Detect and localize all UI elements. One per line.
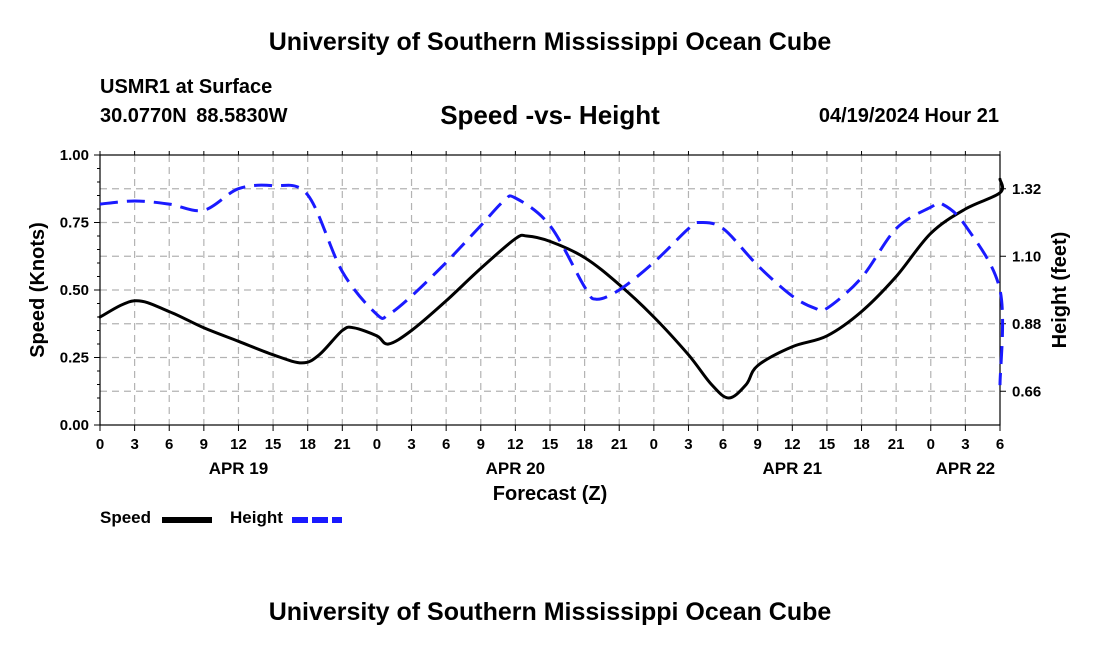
y-tick-label-right: 1.10 bbox=[1012, 248, 1041, 265]
page-title: University of Southern Mississippi Ocean… bbox=[268, 28, 832, 56]
x-tick-label: 6 bbox=[442, 436, 450, 453]
x-tick-label: 9 bbox=[477, 436, 485, 453]
grid-lines bbox=[100, 155, 1000, 425]
y-tick-label-left: 0.25 bbox=[60, 350, 89, 367]
date-label: APR 20 bbox=[486, 459, 546, 478]
x-tick-label: 15 bbox=[265, 436, 282, 453]
y-tick-label-left: 1.00 bbox=[60, 147, 89, 164]
x-tick-label: 12 bbox=[784, 436, 801, 453]
x-tick-label: 21 bbox=[611, 436, 628, 453]
x-tick-label: 21 bbox=[888, 436, 905, 453]
x-tick-label: 21 bbox=[334, 436, 351, 453]
x-tick-label: 0 bbox=[96, 436, 104, 453]
date-label: APR 21 bbox=[763, 459, 823, 478]
y-tick-label-right: 1.32 bbox=[1012, 181, 1041, 198]
axes: 0 3 6 9 12 15 18 21 0 3 6 9 12 15 18 21 0 3 6 9 12 15 18 21 0 3 6A… bbox=[60, 147, 1041, 478]
x-tick-label: 12 bbox=[230, 436, 247, 453]
x-tick-label: 3 bbox=[130, 436, 138, 453]
series-line-height bbox=[99, 183, 1005, 386]
chart-title: Speed -vs- Height bbox=[440, 100, 660, 130]
x-tick-label: 18 bbox=[853, 436, 870, 453]
series-line-speed bbox=[98, 177, 1005, 400]
legend-height-label: Height bbox=[230, 508, 283, 527]
station-coordinates: 30.0770N 88.5830W bbox=[100, 105, 288, 127]
x-tick-label: 12 bbox=[507, 436, 524, 453]
x-tick-label: 18 bbox=[576, 436, 593, 453]
legend-speed-label: Speed bbox=[100, 508, 152, 527]
x-tick-label: 0 bbox=[373, 436, 381, 453]
x-tick-label: 18 bbox=[299, 436, 316, 453]
date-label: APR 22 bbox=[936, 459, 996, 478]
station-label: USMR1 at Surface bbox=[100, 76, 273, 98]
series-layer bbox=[98, 177, 1005, 400]
x-tick-label: 15 bbox=[819, 436, 836, 453]
x-tick-label: 0 bbox=[650, 436, 658, 453]
legend-height-swatch bbox=[292, 517, 342, 523]
y-tick-label-right: 0.66 bbox=[1012, 383, 1041, 400]
x-tick-label: 3 bbox=[961, 436, 969, 453]
x-tick-label: 3 bbox=[684, 436, 692, 453]
y-axis-label-right: Height (feet) bbox=[1049, 232, 1071, 349]
y-tick-label-left: 0.00 bbox=[60, 417, 89, 434]
x-tick-label: 15 bbox=[542, 436, 559, 453]
legend-speed-swatch bbox=[162, 517, 212, 523]
x-tick-label: 6 bbox=[996, 436, 1004, 453]
y-tick-label-left: 0.50 bbox=[60, 282, 89, 299]
y-axis-label-left: Speed (Knots) bbox=[27, 222, 49, 358]
x-tick-label: 6 bbox=[719, 436, 727, 453]
y-tick-label-left: 0.75 bbox=[60, 215, 89, 232]
x-axis-label: Forecast (Z) bbox=[493, 483, 607, 505]
date-label: APR 19 bbox=[209, 459, 269, 478]
x-tick-label: 0 bbox=[927, 436, 935, 453]
x-tick-label: 3 bbox=[407, 436, 415, 453]
x-tick-label: 9 bbox=[754, 436, 762, 453]
forecast-timestamp: 04/19/2024 Hour 21 bbox=[818, 105, 999, 127]
x-tick-label: 6 bbox=[165, 436, 173, 453]
y-tick-label-right: 0.88 bbox=[1012, 316, 1041, 333]
x-tick-label: 9 bbox=[200, 436, 208, 453]
footer-title: University of Southern Mississippi Ocean… bbox=[268, 598, 832, 626]
